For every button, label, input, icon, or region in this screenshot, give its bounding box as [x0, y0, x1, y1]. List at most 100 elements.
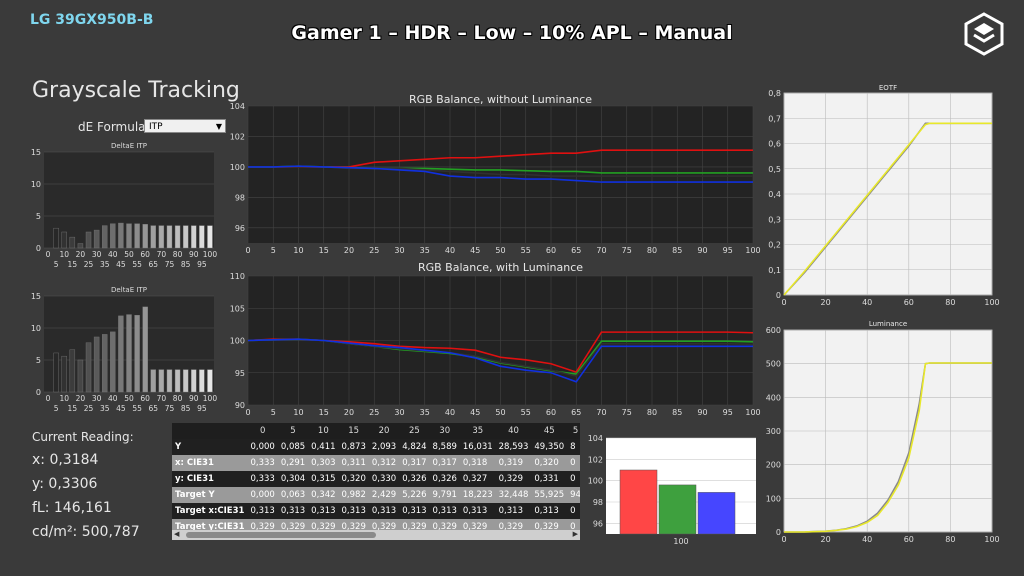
bar: [126, 314, 132, 393]
scroll-left-icon[interactable]: ◀: [174, 530, 180, 538]
y-tick-label: 100: [230, 337, 245, 346]
chevron-down-icon: ▼: [215, 122, 222, 131]
table-cell: 0,329: [495, 471, 532, 487]
table-cell: 0,982: [338, 487, 369, 503]
row-label: Y: [172, 439, 248, 455]
table-column-header: 0: [247, 423, 278, 439]
y-tick-label: 0,6: [768, 140, 781, 149]
x-tick-label: 40: [862, 298, 872, 307]
table-row: Target Y 0,000 0,063 0,342 0,982 2,429 5,226 9,…: [172, 487, 580, 503]
y-tick-label: 10: [31, 180, 41, 189]
chart-title: EOTF: [879, 84, 897, 92]
table-cell: 0,317: [399, 455, 430, 471]
table-cell: 0,000: [247, 439, 278, 455]
y-tick-label: 98: [235, 193, 245, 202]
reading-y: y: 0,3306: [32, 476, 98, 492]
bar: [77, 243, 84, 249]
y-tick-label: 300: [766, 427, 781, 436]
bar: [53, 227, 59, 249]
table-row: x: CIE31 0,333 0,291 0,303 0,311 0,312 0,317 0,…: [172, 455, 580, 471]
table-column-header: 25: [399, 423, 430, 439]
table-column-header: 10: [308, 423, 339, 439]
scroll-right-icon[interactable]: ▶: [572, 530, 578, 538]
table-cell: 5,226: [399, 487, 430, 503]
table-cell: 94: [567, 487, 580, 503]
table-cell: 0: [567, 471, 580, 487]
bar: [658, 484, 697, 535]
x-tick-label: 85: [672, 408, 682, 417]
x-tick-label: 35: [420, 246, 430, 255]
y-tick-label: 0: [36, 388, 41, 397]
x-tick-label: 60: [140, 250, 150, 259]
y-tick-label: 98: [593, 498, 603, 507]
x-tick-label: 75: [165, 404, 175, 413]
x-tick-label: 35: [420, 408, 430, 417]
x-tick-label: 10: [59, 250, 69, 259]
y-tick-label: 0: [36, 244, 41, 253]
x-tick-label: 45: [470, 408, 480, 417]
x-tick-label: 70: [596, 408, 606, 417]
x-tick-label: 60: [546, 408, 556, 417]
table-cell: 0,313: [459, 503, 496, 519]
x-tick-label: 90: [697, 246, 707, 255]
bar: [118, 222, 124, 249]
y-tick-label: 100: [588, 477, 603, 486]
row-label: x: CIE31: [172, 455, 248, 471]
readings-table: 0 5 10 15 20 25 30 35 40 45 5 Y 0,000 0,085 0,411 0,873…: [172, 423, 580, 540]
table-column-header: 5: [277, 423, 309, 439]
x-tick-label: 100: [203, 250, 218, 259]
x-tick-label: 90: [697, 408, 707, 417]
x-tick-label: 65: [149, 260, 159, 269]
x-tick-label: 100: [203, 394, 218, 403]
table-column-header: [172, 423, 248, 439]
de-formula-value: ITP: [149, 122, 163, 132]
table-cell: 0,313: [531, 503, 568, 519]
x-tick-label: 0: [46, 394, 51, 403]
bar: [199, 225, 205, 249]
table-cell: 55,925: [531, 487, 568, 503]
x-tick-label: 30: [92, 394, 102, 403]
x-tick-label: 60: [140, 394, 150, 403]
y-tick-label: 5: [36, 212, 41, 221]
scrollbar-thumb[interactable]: [186, 532, 376, 538]
line-chart-lum: Luminance 0 100 200 300 400 500 600 0 20 40 60 80 100: [766, 320, 1000, 544]
x-tick-label: 100: [673, 537, 688, 546]
x-tick-label: 5: [271, 408, 276, 417]
table-cell: 0,304: [277, 471, 309, 487]
x-tick-label: 25: [369, 246, 379, 255]
x-tick-label: 75: [165, 260, 175, 269]
bar: [166, 369, 173, 393]
series-line: [783, 122, 992, 296]
bar: [110, 331, 116, 393]
x-tick-label: 20: [76, 394, 86, 403]
chart-title: DeltaE ITP: [111, 286, 147, 294]
x-tick-label: 10: [59, 394, 69, 403]
x-tick-label: 60: [904, 535, 914, 544]
table-cell: 0,327: [459, 471, 496, 487]
x-tick-label: 65: [571, 408, 581, 417]
x-tick-label: 40: [108, 394, 118, 403]
y-tick-label: 96: [235, 224, 245, 233]
x-tick-label: 35: [100, 404, 110, 413]
x-tick-label: 65: [149, 404, 159, 413]
table-cell: 8: [567, 439, 580, 455]
y-tick-label: 5: [36, 356, 41, 365]
x-tick-label: 25: [369, 408, 379, 417]
x-tick-label: 45: [116, 260, 126, 269]
table-scrollbar[interactable]: ◀ ▶: [172, 530, 580, 540]
x-tick-label: 85: [181, 404, 191, 413]
table-cell: 8,589: [429, 439, 460, 455]
x-tick-label: 25: [84, 404, 94, 413]
de-formula-select[interactable]: ITP ▼: [144, 119, 226, 133]
x-tick-label: 70: [596, 246, 606, 255]
series-line: [248, 165, 753, 183]
x-tick-label: 75: [622, 408, 632, 417]
table-cell: 0,313: [247, 503, 278, 519]
x-tick-label: 95: [723, 408, 733, 417]
x-tick-label: 80: [647, 246, 657, 255]
table-cell: 0,313: [429, 503, 460, 519]
x-tick-label: 80: [945, 298, 955, 307]
x-tick-label: 15: [68, 260, 78, 269]
bar: [69, 236, 76, 249]
table-cell: 0,313: [399, 503, 430, 519]
